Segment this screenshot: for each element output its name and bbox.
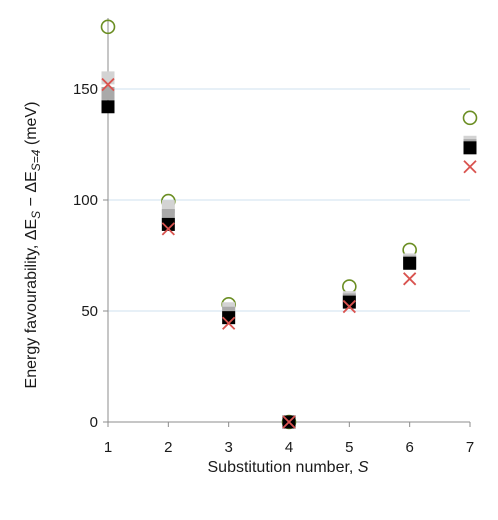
x-tick-label: 6 xyxy=(405,439,413,456)
square-marker xyxy=(463,141,477,155)
square-marker xyxy=(342,295,356,309)
cross-marker xyxy=(463,160,477,174)
square-marker xyxy=(101,86,115,100)
cross-marker xyxy=(101,77,115,92)
y-tick-label: 100 xyxy=(73,192,98,209)
axes xyxy=(103,18,471,427)
x-tick-label: 4 xyxy=(285,439,293,456)
y-tick-label: 150 xyxy=(73,81,98,98)
square-marker xyxy=(101,71,115,85)
x-tick-labels: 1 2 3 4 5 6 7 xyxy=(104,439,474,456)
cross-marker xyxy=(161,222,175,236)
cross-marker xyxy=(282,415,296,429)
x-tick-label: 1 xyxy=(104,439,112,456)
cross-marker xyxy=(222,316,236,330)
circle-marker xyxy=(100,19,116,35)
square-marker xyxy=(403,256,417,270)
circle-marker xyxy=(342,279,357,294)
y-tick-label: 0 xyxy=(90,414,98,431)
square-marker xyxy=(101,100,115,114)
x-tick-label: 2 xyxy=(164,439,172,456)
square-marker xyxy=(161,217,175,231)
cross-marker xyxy=(342,299,356,314)
cross-marker xyxy=(403,272,417,286)
y-axis-label: Energy favourability, ΔES − ΔES=4 (meV) xyxy=(23,102,43,389)
data-marks xyxy=(100,19,478,430)
gridlines xyxy=(108,88,470,312)
y-tick-label: 50 xyxy=(81,303,98,320)
x-tick-label: 7 xyxy=(466,439,474,456)
y-tick-labels: 0 50 100 150 xyxy=(73,81,98,431)
x-axis-label: Substitution number, S xyxy=(208,459,369,476)
x-tick-label: 3 xyxy=(224,439,232,456)
circle-marker xyxy=(462,110,478,126)
x-tick-label: 5 xyxy=(345,439,353,456)
